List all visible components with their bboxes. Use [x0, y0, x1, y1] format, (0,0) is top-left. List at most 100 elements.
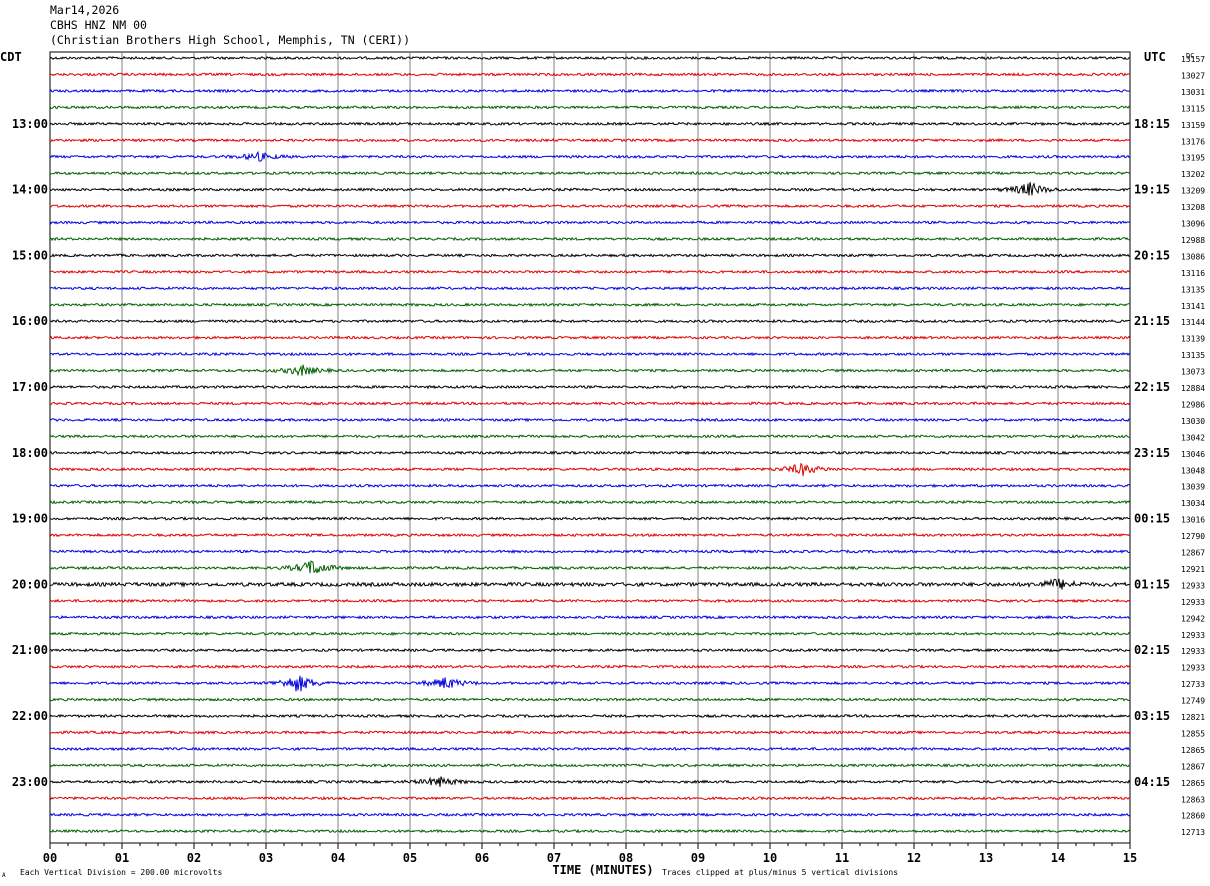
- left-hour-label: 13:00: [12, 117, 48, 131]
- trace-row: [49, 269, 1131, 275]
- trace-row: [49, 499, 1131, 505]
- dc-offset-label: 12933: [1181, 598, 1205, 607]
- x-tick-label: 04: [331, 851, 345, 865]
- header-date: Mar14,2026: [50, 3, 120, 17]
- dc-offset-label: 13135: [1181, 351, 1205, 360]
- dc-offset-label: 13096: [1181, 220, 1205, 229]
- dc-offset-label: 13030: [1181, 417, 1205, 426]
- dc-offset-label: 12790: [1181, 532, 1205, 541]
- dc-offset-label: 13141: [1181, 302, 1205, 311]
- trace-row: [49, 730, 1131, 735]
- trace-row: [49, 384, 1131, 390]
- left-hour-label: 21:00: [12, 643, 48, 657]
- dc-offset-label: 13042: [1181, 433, 1205, 442]
- trace-row: [50, 253, 1131, 258]
- x-axis-label: TIME (MINUTES): [552, 863, 653, 877]
- trace-row: [49, 697, 1131, 702]
- dc-offset-label: 12865: [1181, 779, 1205, 788]
- right-hour-label: 19:15: [1134, 183, 1170, 197]
- trace-row: [49, 795, 1131, 801]
- dc-offset-label: 13157: [1181, 55, 1205, 64]
- dc-offset-label: 12733: [1181, 680, 1205, 689]
- right-hour-label: 20:15: [1134, 248, 1170, 262]
- dc-offset-label: 13016: [1181, 516, 1205, 525]
- dc-offset-label: 13086: [1181, 252, 1205, 261]
- trace-row: [49, 532, 1131, 538]
- trace-row: [49, 578, 1131, 590]
- dc-offset-label: 12867: [1181, 549, 1205, 558]
- dc-offset-label: 13135: [1181, 285, 1205, 294]
- dc-offset-label: 13195: [1181, 154, 1205, 163]
- plot-grid: [49, 51, 1131, 849]
- dc-offset-label: 13159: [1181, 121, 1205, 130]
- trace-row: [49, 675, 1131, 692]
- x-tick-label: 13: [979, 851, 993, 865]
- dc-offset-label: 12988: [1181, 236, 1205, 245]
- trace-row: [49, 170, 1131, 176]
- left-hour-label: 23:00: [12, 775, 48, 789]
- dc-offset-label: 13202: [1181, 170, 1205, 179]
- trace-row: [49, 203, 1131, 209]
- trace-row: [49, 434, 1131, 439]
- left-hour-label: 16:00: [12, 314, 48, 328]
- dc-offset-label: 12884: [1181, 384, 1205, 393]
- x-tick-label: 02: [187, 851, 201, 865]
- plot-frame: [49, 51, 1131, 844]
- trace-row: [49, 335, 1131, 340]
- x-tick-label: 00: [43, 851, 57, 865]
- trace-row: [49, 776, 1131, 787]
- left-timezone-label: CDT: [0, 50, 22, 64]
- trace-row: [49, 763, 1131, 768]
- x-tick-label: 08: [619, 851, 633, 865]
- dc-offset-label: 13139: [1181, 335, 1205, 344]
- x-tick-label: 15: [1123, 851, 1137, 865]
- dc-offset-label: 12863: [1181, 795, 1205, 804]
- dc-offset-label: 13039: [1181, 483, 1205, 492]
- x-tick-label: 06: [475, 851, 489, 865]
- right-hour-label: 04:15: [1134, 775, 1170, 789]
- dc-offset-label: 12713: [1181, 828, 1205, 837]
- trace-row: [49, 121, 1131, 127]
- dc-offset-label: 12933: [1181, 647, 1205, 656]
- trace-row: [49, 812, 1131, 818]
- dc-header-label: DC: [1186, 52, 1194, 60]
- trace-row: [49, 55, 1131, 61]
- trace-row: [49, 516, 1131, 522]
- dc-offset-label: 13209: [1181, 187, 1205, 196]
- left-hour-label: 18:00: [12, 446, 48, 460]
- trace-row: [49, 220, 1131, 225]
- trace-row: [49, 713, 1131, 719]
- plot-labels: 00 01 02 03 04 05 06 07 08 09 10 11 12 13 14 15 13157 130…: [0, 50, 1205, 879]
- trace-row: [49, 182, 1130, 196]
- dc-offset-label: 12933: [1181, 631, 1205, 640]
- dc-offset-label: 12821: [1181, 713, 1205, 722]
- dc-offset-label: 12921: [1181, 565, 1205, 574]
- trace-row: [49, 286, 1131, 291]
- right-hour-label: 18:15: [1134, 117, 1170, 131]
- trace-row: [49, 560, 1131, 574]
- right-hour-label: 23:15: [1134, 446, 1170, 460]
- x-tick-label: 05: [403, 851, 417, 865]
- dc-offset-label: 12860: [1181, 812, 1205, 821]
- dc-offset-label: 12749: [1181, 697, 1205, 706]
- trace-row: [49, 150, 1131, 162]
- right-timezone-label: UTC: [1144, 50, 1166, 64]
- x-tick-label: 14: [1051, 851, 1065, 865]
- trace-row: [49, 664, 1131, 669]
- dc-offset-label: 13116: [1181, 269, 1205, 278]
- right-hour-label: 22:15: [1134, 380, 1170, 394]
- left-hour-label: 15:00: [12, 248, 48, 262]
- header-location: (Christian Brothers High School, Memphis…: [50, 33, 411, 47]
- dc-offset-label: 12986: [1181, 400, 1205, 409]
- dc-offset-label: 13115: [1181, 104, 1205, 113]
- trace-row: [49, 302, 1131, 308]
- trace-row: [49, 462, 1131, 477]
- trace-row: [49, 105, 1131, 110]
- dc-offset-label: 13208: [1181, 203, 1205, 212]
- x-tick-label: 11: [835, 851, 849, 865]
- dc-offset-label: 13046: [1181, 450, 1205, 459]
- left-hour-label: 14:00: [12, 183, 48, 197]
- left-hour-label: 17:00: [12, 380, 48, 394]
- trace-row: [49, 746, 1131, 752]
- right-hour-label: 01:15: [1134, 577, 1170, 591]
